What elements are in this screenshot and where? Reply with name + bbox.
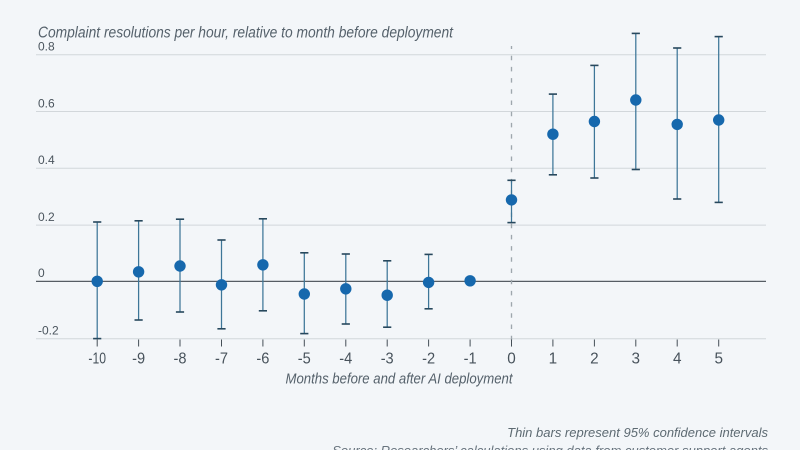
svg-text:-1: -1 (464, 351, 477, 368)
svg-text:0: 0 (507, 351, 516, 368)
svg-text:-10: -10 (88, 351, 106, 368)
svg-text:0.8: 0.8 (38, 40, 55, 54)
svg-text:0.4: 0.4 (38, 153, 55, 167)
svg-text:Thin bars represent 95% confid: Thin bars represent 95% confidence inter… (507, 425, 768, 440)
svg-text:Months before and after AI dep: Months before and after AI deployment (286, 372, 514, 388)
svg-text:-7: -7 (215, 351, 228, 368)
svg-text:-3: -3 (381, 351, 394, 368)
svg-text:0.6: 0.6 (38, 96, 55, 110)
svg-text:3: 3 (632, 351, 641, 368)
svg-text:5: 5 (714, 351, 723, 368)
svg-text:-6: -6 (256, 351, 269, 368)
svg-text:-8: -8 (174, 351, 187, 368)
svg-text:Complaint resolutions per hour: Complaint resolutions per hour, relative… (38, 24, 454, 41)
svg-text:-0.2: -0.2 (38, 324, 59, 338)
svg-text:4: 4 (673, 351, 682, 368)
svg-text:0: 0 (38, 266, 45, 280)
svg-text:-5: -5 (298, 351, 311, 368)
svg-text:-2: -2 (422, 351, 435, 368)
svg-text:-4: -4 (339, 351, 352, 368)
svg-text:-9: -9 (132, 351, 145, 368)
svg-text:Source: Researchers’ calculati: Source: Researchers’ calculations using … (332, 443, 768, 450)
svg-text:2: 2 (590, 351, 599, 368)
svg-text:0.2: 0.2 (38, 210, 55, 224)
svg-text:1: 1 (549, 351, 558, 368)
